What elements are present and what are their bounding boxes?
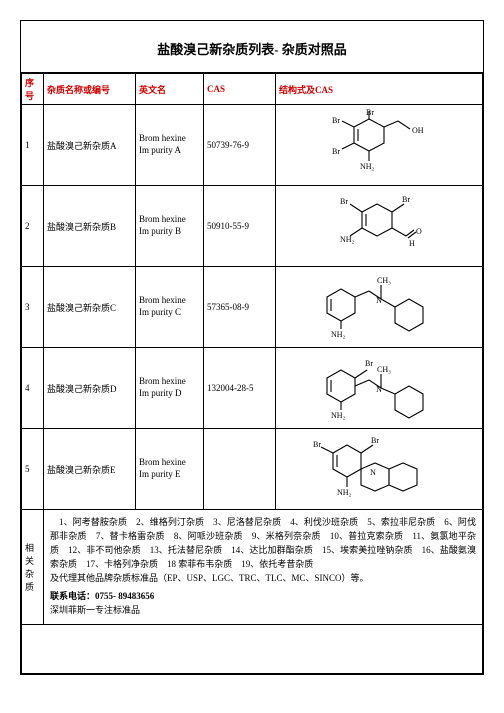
- cell-name: 盐酸溴己新杂质E: [44, 429, 136, 510]
- svg-text:NH₂: NH₂: [337, 488, 352, 497]
- structure-icon: N Br Br NH₂: [309, 433, 449, 505]
- svg-text:Br: Br: [340, 197, 348, 206]
- cell-idx: 2: [22, 186, 44, 267]
- cell-name: 盐酸溴己新杂质B: [44, 186, 136, 267]
- cell-cas: 132004-28-5: [204, 348, 276, 429]
- svg-text:Br: Br: [313, 440, 321, 449]
- svg-text:O: O: [416, 227, 422, 236]
- cell-en: Brom hexine Im purity D: [136, 348, 204, 429]
- cell-structure: Br CH₃ N NH₂: [276, 348, 483, 429]
- table-row: 5 盐酸溴己新杂质E Brom hexine Im purity E: [22, 429, 483, 510]
- cell-idx: 5: [22, 429, 44, 510]
- svg-text:Br: Br: [366, 109, 374, 117]
- cell-structure: N Br Br NH₂: [276, 429, 483, 510]
- svg-text:N: N: [370, 468, 376, 477]
- header-en: 英文名: [136, 74, 204, 105]
- table-row: 1 盐酸溴己新杂质A Brom hexine Im purity A 50739…: [22, 105, 483, 186]
- document-page: 盐酸溴己新杂质列表- 杂质对照品 序号 杂质名称或编号 英文名 CAS 结构式及…: [20, 20, 484, 675]
- contact-phone: 联系电话：0755- 89483656: [50, 590, 476, 604]
- cell-structure: Br Br Br NH₂ OH: [276, 105, 483, 186]
- footer-label: 相关杂质: [22, 510, 44, 625]
- svg-text:NH₂: NH₂: [340, 235, 355, 244]
- cell-en: Brom hexine Im purity B: [136, 186, 204, 267]
- footer-text2: 及代理其他品牌杂质标准品（EP、USP、LGC、TRC、TLC、MC、SINCO…: [50, 572, 476, 586]
- table-header-row: 序号 杂质名称或编号 英文名 CAS 结构式及CAS: [22, 74, 483, 105]
- cell-name: 盐酸溴己新杂质A: [44, 105, 136, 186]
- header-cas: CAS: [204, 74, 276, 105]
- header-idx: 序号: [22, 74, 44, 105]
- cell-cas: 57365-08-9: [204, 267, 276, 348]
- header-name: 杂质名称或编号: [44, 74, 136, 105]
- cell-cas: [204, 429, 276, 510]
- svg-text:Br: Br: [365, 359, 373, 368]
- cell-structure: CH₃ N NH₂: [276, 267, 483, 348]
- svg-text:CH₃: CH₃: [377, 276, 391, 285]
- page-title: 盐酸溴己新杂质列表- 杂质对照品: [21, 21, 483, 73]
- structure-icon: Br Br Br NH₂ OH: [314, 109, 444, 181]
- svg-text:N: N: [376, 385, 382, 394]
- cell-idx: 1: [22, 105, 44, 186]
- company-name: 深圳菲斯一专注标准品: [50, 604, 476, 618]
- svg-text:OH: OH: [412, 126, 424, 135]
- svg-text:Br: Br: [402, 195, 410, 204]
- structure-icon: Br CH₃ N NH₂: [309, 352, 449, 424]
- footer-text: 1、阿考替胺杂质 2、维格列汀杂质 3、尼洛替尼杂质 4、利伐沙班杂质 5、索拉…: [50, 516, 476, 572]
- svg-text:Br: Br: [371, 436, 379, 445]
- svg-text:NH₂: NH₂: [331, 411, 346, 420]
- structure-icon: CH₃ N NH₂: [309, 271, 449, 343]
- cell-en: Brom hexine Im purity A: [136, 105, 204, 186]
- cell-structure: Br Br NH₂ O H: [276, 186, 483, 267]
- svg-text:NH₂: NH₂: [331, 330, 346, 339]
- svg-text:Br: Br: [332, 116, 340, 125]
- spacer-row: [22, 624, 483, 673]
- table-row: 2 盐酸溴己新杂质B Brom hexine Im purity B 50910…: [22, 186, 483, 267]
- footer-body: 1、阿考替胺杂质 2、维格列汀杂质 3、尼洛替尼杂质 4、利伐沙班杂质 5、索拉…: [44, 510, 483, 625]
- footer-row: 相关杂质 1、阿考替胺杂质 2、维格列汀杂质 3、尼洛替尼杂质 4、利伐沙班杂质…: [22, 510, 483, 625]
- structure-icon: Br Br NH₂ O H: [314, 190, 444, 262]
- cell-en: Brom hexine Im purity E: [136, 429, 204, 510]
- header-struct: 结构式及CAS: [276, 74, 483, 105]
- cell-cas: 50739-76-9: [204, 105, 276, 186]
- svg-text:H: H: [409, 239, 415, 248]
- cell-cas: 50910-55-9: [204, 186, 276, 267]
- table-row: 4 盐酸溴己新杂质D Brom hexine Im purity D 13200…: [22, 348, 483, 429]
- svg-text:NH₂: NH₂: [360, 162, 375, 171]
- cell-idx: 3: [22, 267, 44, 348]
- svg-text:N: N: [376, 296, 382, 305]
- cell-idx: 4: [22, 348, 44, 429]
- svg-text:CH₃: CH₃: [377, 365, 391, 374]
- svg-text:Br: Br: [332, 147, 340, 156]
- impurity-table: 序号 杂质名称或编号 英文名 CAS 结构式及CAS 1 盐酸溴己新杂质A Br…: [21, 73, 483, 674]
- cell-en: Brom hexine Im purity C: [136, 267, 204, 348]
- table-row: 3 盐酸溴己新杂质C Brom hexine Im purity C 57365…: [22, 267, 483, 348]
- cell-name: 盐酸溴己新杂质C: [44, 267, 136, 348]
- cell-name: 盐酸溴己新杂质D: [44, 348, 136, 429]
